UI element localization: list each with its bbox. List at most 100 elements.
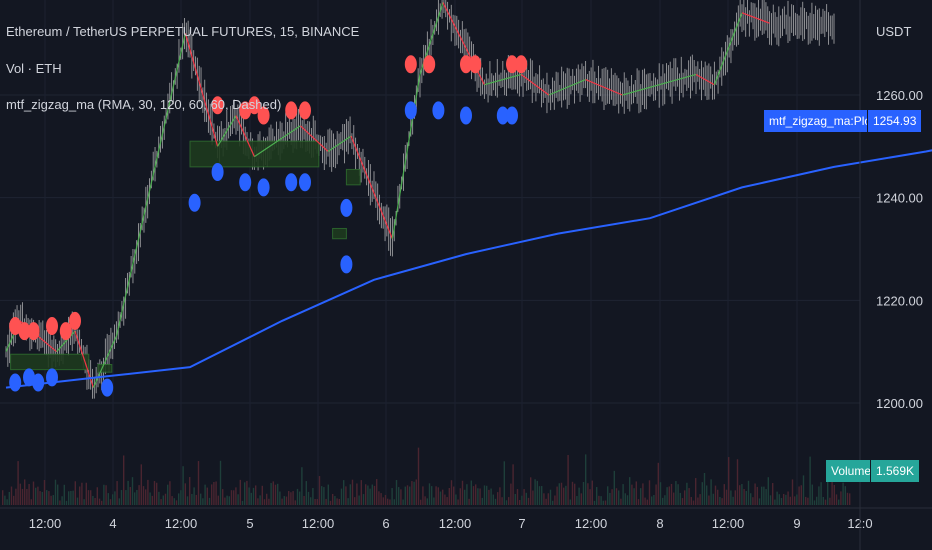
volume-bar (129, 487, 131, 505)
volume-bar (310, 497, 312, 505)
volume-bar (747, 480, 750, 505)
volume-bar (13, 495, 15, 505)
volume-bar (772, 483, 774, 505)
volume-bar (686, 482, 688, 505)
low-marker (496, 106, 509, 125)
high-marker (299, 101, 311, 120)
low-marker (432, 101, 445, 120)
volume-bar (24, 479, 26, 505)
volume-bar (219, 460, 222, 505)
volume-bar (373, 485, 376, 505)
volume-bar (585, 454, 587, 505)
volume-bar (635, 481, 637, 505)
volume-bar (778, 494, 780, 505)
volume-bar (228, 496, 230, 505)
low-marker (211, 163, 224, 181)
volume-bar (35, 487, 37, 505)
high-marker (423, 55, 436, 74)
volume-bar (835, 494, 838, 505)
symbol-title[interactable]: Ethereum / TetherUS PERPETUAL FUTURES, 1… (6, 24, 360, 39)
volume-bar (274, 484, 277, 505)
volume-bar (424, 496, 426, 505)
volume-bar (677, 484, 679, 505)
volume-bar (323, 487, 325, 505)
volume-bar (301, 467, 303, 505)
volume-bar (769, 495, 772, 505)
volume-bar (604, 500, 607, 505)
volume-bar (250, 492, 252, 505)
volume-bar (43, 479, 46, 505)
volume-bar (213, 481, 215, 505)
volume-bar (475, 484, 477, 505)
volume-bar (734, 490, 736, 505)
volume-bar (745, 490, 747, 505)
volume-bar (477, 488, 479, 505)
volume-bar (65, 500, 68, 505)
volume-bar (739, 485, 741, 505)
volume-bar (822, 497, 824, 505)
volume-bar (277, 483, 279, 505)
volume-bar (156, 482, 158, 505)
volume-bar (620, 498, 622, 505)
indicator-legend[interactable]: mtf_zigzag_ma (RMA, 30, 120, 60, 60, Das… (6, 97, 282, 112)
volume-bar (413, 481, 415, 505)
volume-bar (591, 480, 593, 505)
plot-value-tag: 1254.93 (867, 110, 922, 132)
volume-bar (140, 464, 142, 505)
volume-bar (574, 483, 576, 505)
volume-bar (68, 491, 70, 505)
volume-bar (519, 499, 521, 505)
low-marker (299, 173, 311, 192)
volume-bar (827, 480, 829, 505)
time-tick-label: 12:00 (165, 516, 198, 531)
high-marker (404, 55, 417, 74)
volume-bar (648, 480, 651, 505)
zigzag-zone (332, 227, 347, 240)
volume-bar (215, 481, 217, 505)
volume-bar (118, 498, 120, 505)
zigzag-segment (115, 33, 186, 337)
volume-bar (618, 490, 620, 505)
volume-bar (378, 491, 380, 505)
price-tick-label: 1240.00 (876, 191, 923, 206)
low-marker (46, 368, 58, 387)
volume-bar (387, 498, 389, 505)
volume-bar (464, 489, 466, 505)
plot-name-tag: mtf_zigzag_ma:Plot (764, 110, 880, 132)
volume-bar (842, 482, 844, 505)
volume-bar (296, 488, 299, 505)
high-marker (248, 96, 261, 115)
volume-bar (666, 487, 668, 505)
high-marker (211, 96, 224, 115)
volume-bar (805, 496, 807, 505)
zigzag-segment (695, 73, 715, 86)
zigzag-segment (92, 336, 117, 388)
zigzag-segment (184, 33, 219, 147)
volume-bar (2, 490, 4, 505)
time-tick-label: 6 (382, 516, 389, 531)
volume-bar (184, 483, 186, 505)
low-marker (404, 101, 417, 120)
high-marker (69, 311, 81, 330)
low-marker (257, 178, 270, 197)
volume-bar (105, 485, 107, 505)
volume-bar (248, 487, 250, 505)
volume-bar (316, 499, 318, 505)
volume-bar (453, 486, 455, 505)
volume-bar (534, 479, 536, 505)
volume-bar (90, 490, 92, 505)
volume-bar (356, 483, 358, 505)
volume-bar (371, 484, 373, 505)
volume-bar (567, 455, 569, 505)
volume-bar (791, 479, 794, 505)
volume-bar (582, 481, 585, 505)
volume-bar (444, 494, 446, 505)
volume-bar (461, 480, 464, 505)
volume-bar (750, 493, 752, 505)
volume-bar (428, 483, 431, 505)
volume-legend[interactable]: Vol · ETH (6, 61, 62, 76)
high-marker (9, 317, 22, 335)
volume-bar (116, 481, 118, 505)
volume-bar (767, 477, 769, 505)
